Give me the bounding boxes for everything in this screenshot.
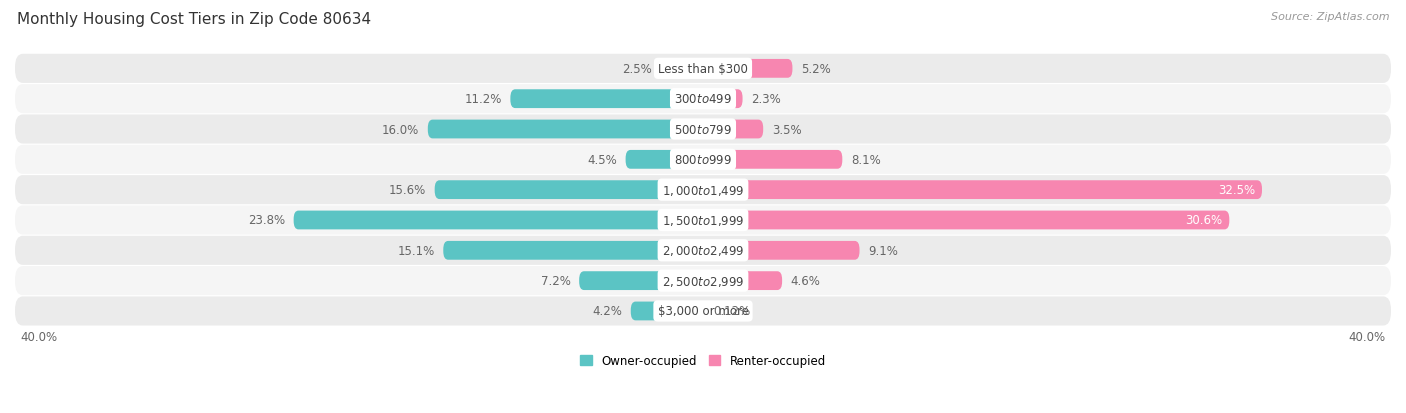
FancyBboxPatch shape: [700, 302, 707, 320]
Text: 4.6%: 4.6%: [790, 275, 821, 287]
FancyBboxPatch shape: [15, 266, 1391, 295]
FancyBboxPatch shape: [703, 120, 763, 139]
Text: 30.6%: 30.6%: [1185, 214, 1222, 227]
Text: Less than $300: Less than $300: [658, 63, 748, 76]
FancyBboxPatch shape: [294, 211, 703, 230]
FancyBboxPatch shape: [15, 115, 1391, 144]
FancyBboxPatch shape: [703, 60, 793, 78]
FancyBboxPatch shape: [631, 302, 703, 320]
FancyBboxPatch shape: [703, 181, 1263, 199]
FancyBboxPatch shape: [434, 181, 703, 199]
FancyBboxPatch shape: [15, 206, 1391, 235]
Text: 4.2%: 4.2%: [592, 305, 623, 318]
FancyBboxPatch shape: [427, 120, 703, 139]
Text: Monthly Housing Cost Tiers in Zip Code 80634: Monthly Housing Cost Tiers in Zip Code 8…: [17, 12, 371, 27]
Text: $1,500 to $1,999: $1,500 to $1,999: [662, 214, 744, 228]
Legend: Owner-occupied, Renter-occupied: Owner-occupied, Renter-occupied: [575, 350, 831, 372]
Text: 5.2%: 5.2%: [801, 63, 831, 76]
Text: 11.2%: 11.2%: [464, 93, 502, 106]
Text: 23.8%: 23.8%: [247, 214, 285, 227]
FancyBboxPatch shape: [510, 90, 703, 109]
Text: $2,500 to $2,999: $2,500 to $2,999: [662, 274, 744, 288]
Text: $800 to $999: $800 to $999: [673, 154, 733, 166]
FancyBboxPatch shape: [443, 241, 703, 260]
Text: $500 to $799: $500 to $799: [673, 123, 733, 136]
FancyBboxPatch shape: [703, 211, 1229, 230]
Text: 0.12%: 0.12%: [714, 305, 751, 318]
FancyBboxPatch shape: [579, 272, 703, 290]
Text: 2.3%: 2.3%: [751, 93, 780, 106]
FancyBboxPatch shape: [15, 55, 1391, 84]
FancyBboxPatch shape: [15, 236, 1391, 265]
Text: 40.0%: 40.0%: [1348, 330, 1386, 343]
Text: 8.1%: 8.1%: [851, 154, 880, 166]
FancyBboxPatch shape: [626, 151, 703, 169]
FancyBboxPatch shape: [703, 272, 782, 290]
Text: 3.5%: 3.5%: [772, 123, 801, 136]
Text: 2.5%: 2.5%: [621, 63, 651, 76]
Text: 32.5%: 32.5%: [1218, 184, 1256, 197]
Text: 15.1%: 15.1%: [398, 244, 434, 257]
Text: 4.5%: 4.5%: [588, 154, 617, 166]
Text: $1,000 to $1,499: $1,000 to $1,499: [662, 183, 744, 197]
FancyBboxPatch shape: [703, 151, 842, 169]
FancyBboxPatch shape: [15, 85, 1391, 114]
Text: $2,000 to $2,499: $2,000 to $2,499: [662, 244, 744, 258]
FancyBboxPatch shape: [659, 60, 703, 78]
Text: 9.1%: 9.1%: [868, 244, 898, 257]
Text: $300 to $499: $300 to $499: [673, 93, 733, 106]
Text: 15.6%: 15.6%: [389, 184, 426, 197]
Text: 40.0%: 40.0%: [20, 330, 58, 343]
Text: Source: ZipAtlas.com: Source: ZipAtlas.com: [1271, 12, 1389, 22]
Text: 7.2%: 7.2%: [541, 275, 571, 287]
FancyBboxPatch shape: [703, 241, 859, 260]
Text: $3,000 or more: $3,000 or more: [658, 305, 748, 318]
FancyBboxPatch shape: [703, 90, 742, 109]
Text: 16.0%: 16.0%: [382, 123, 419, 136]
FancyBboxPatch shape: [15, 176, 1391, 205]
FancyBboxPatch shape: [15, 297, 1391, 326]
FancyBboxPatch shape: [15, 145, 1391, 174]
